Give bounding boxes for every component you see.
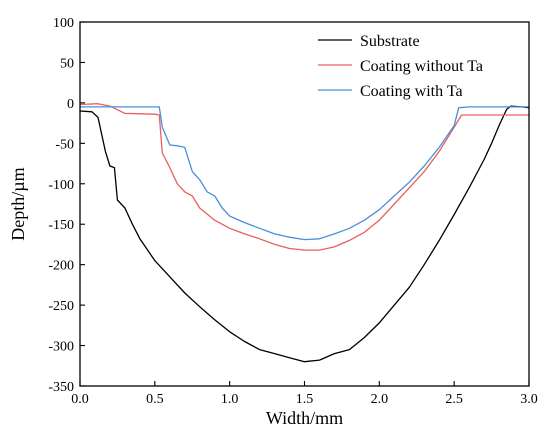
x-tick-label: 1.5	[296, 392, 314, 407]
y-axis-title: Depth/µm	[8, 167, 28, 240]
ticks-layer	[79, 21, 530, 387]
legend: Substrate Coating without Ta Coating with …	[318, 33, 483, 100]
x-axis-title: Width/mm	[266, 408, 343, 428]
legend-label-2: Coating with Ta	[360, 83, 463, 100]
x-tick-label: 0.0	[71, 392, 89, 407]
x-tick-label: 2.0	[371, 392, 389, 407]
y-tick-label: 0	[67, 97, 74, 112]
legend-label-1: Coating without Ta	[360, 58, 483, 75]
tick-labels-layer: 0.0 0.5 1.0 1.5 2.0 2.5 3.0 -350 -300 -250 -200 -15…	[48, 16, 537, 407]
y-tick-label: 100	[53, 16, 74, 31]
plot-frame	[79, 21, 530, 387]
x-tick-label: 0.5	[146, 392, 164, 407]
x-tick-label: 2.5	[445, 392, 463, 407]
x-tick-label: 1.0	[221, 392, 239, 407]
y-tick-label: -350	[48, 380, 74, 395]
series-line-2	[80, 106, 529, 241]
y-tick-label: -200	[48, 259, 74, 274]
y-tick-label: 50	[60, 56, 74, 71]
legend-label-0: Substrate	[360, 33, 420, 50]
y-tick-label: -100	[48, 178, 74, 193]
series-layer	[79, 103, 530, 363]
y-tick-label: -50	[55, 137, 74, 152]
x-tick-label: 3.0	[520, 392, 538, 407]
y-tick-label: -150	[48, 218, 74, 233]
y-tick-label: -250	[48, 299, 74, 314]
series-line-0	[79, 105, 530, 363]
series-line-1	[79, 103, 529, 251]
y-tick-label: -300	[48, 340, 74, 355]
